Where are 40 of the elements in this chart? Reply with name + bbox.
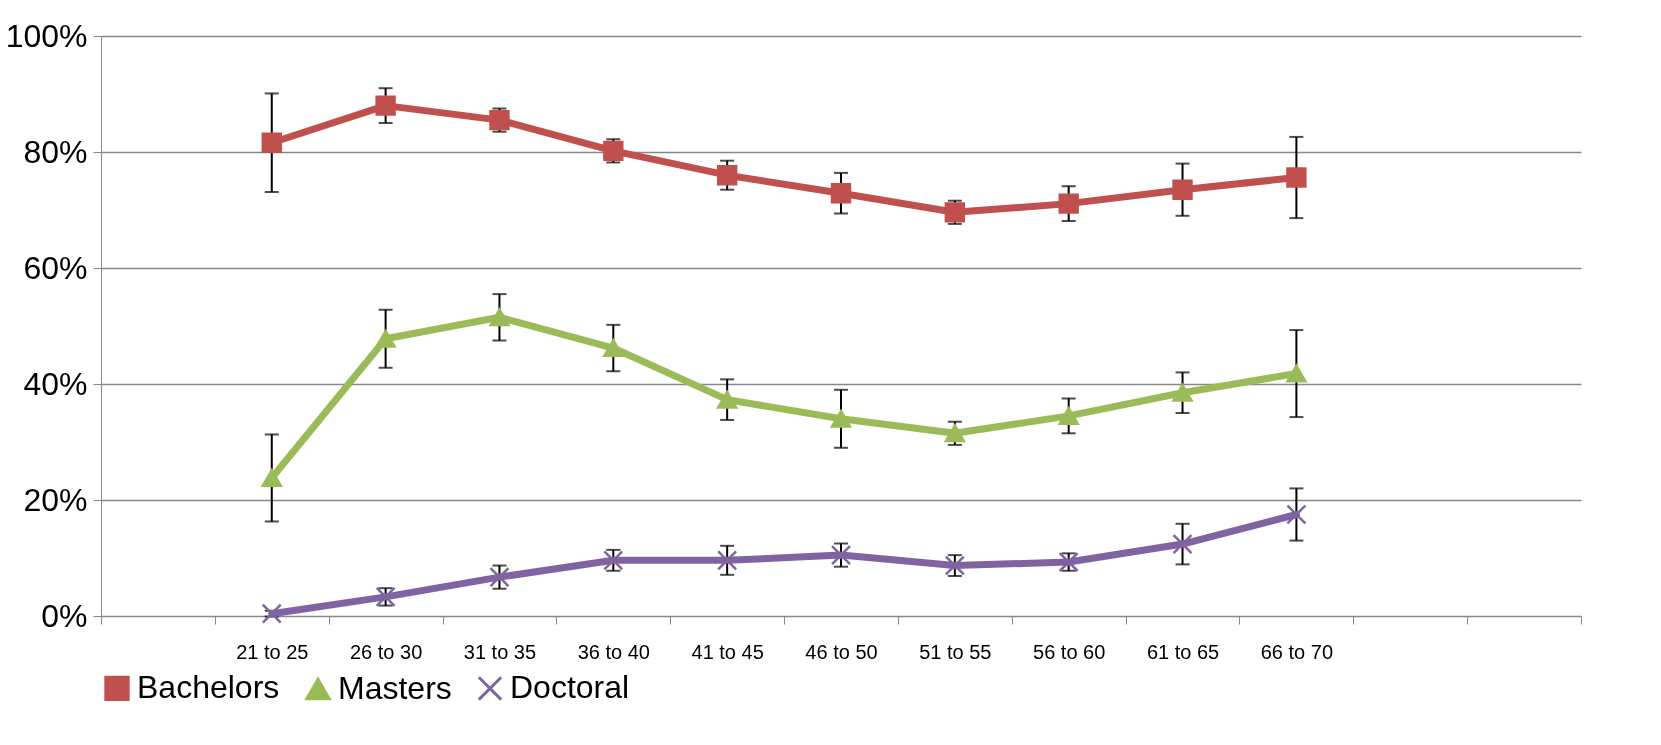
point xyxy=(261,603,282,624)
point xyxy=(1286,167,1307,188)
legend-label: Doctoral xyxy=(510,669,630,706)
point xyxy=(1286,504,1307,525)
y-tick-label: 20% xyxy=(23,481,88,518)
x-tick-label: 51 to 55 xyxy=(919,640,992,663)
x-tick-label: 41 to 45 xyxy=(691,640,764,663)
point xyxy=(261,468,282,487)
x-tick-label: 56 to 60 xyxy=(1033,640,1106,663)
point xyxy=(716,390,738,409)
y-tick-label: 0% xyxy=(41,597,88,634)
x-tick-label: 31 to 35 xyxy=(463,640,537,663)
x-tick-label: 61 to 65 xyxy=(1146,640,1220,663)
point xyxy=(603,339,624,358)
x-tick-label: 46 to 50 xyxy=(805,640,878,663)
point xyxy=(375,329,396,348)
y-tick-label: 60% xyxy=(23,249,88,286)
point xyxy=(375,95,396,116)
x-tick-label: 36 to 40 xyxy=(577,640,650,663)
point xyxy=(716,165,738,186)
point xyxy=(1286,364,1307,383)
y-tick-label: 40% xyxy=(23,365,88,402)
point xyxy=(1172,533,1193,555)
y-tick-label: 100% xyxy=(5,17,88,54)
point xyxy=(830,409,852,428)
x-tick-label: 26 to 30 xyxy=(349,640,423,663)
point xyxy=(1058,406,1079,425)
point xyxy=(830,182,852,204)
point xyxy=(1172,383,1193,402)
point xyxy=(1172,179,1193,200)
point xyxy=(944,424,966,443)
x-tick-label: 66 to 70 xyxy=(1260,640,1334,663)
point xyxy=(489,308,510,327)
legend-label: Bachelors xyxy=(137,669,280,706)
y-tick-label: 80% xyxy=(23,133,88,170)
legend-label: Masters xyxy=(338,670,452,706)
point xyxy=(716,550,738,571)
point xyxy=(1058,193,1079,214)
point xyxy=(261,132,282,153)
x-tick-label: 21 to 25 xyxy=(236,640,309,663)
